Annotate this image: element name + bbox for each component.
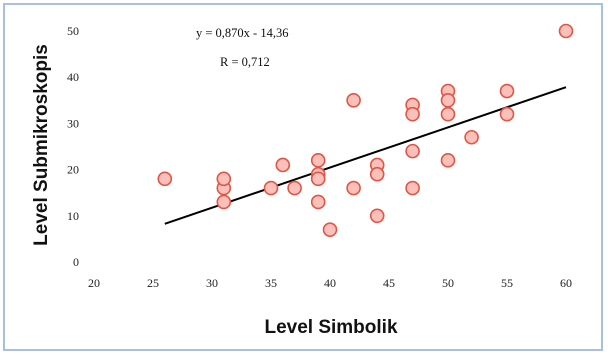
y-tick-label: 50 bbox=[67, 24, 79, 38]
equation-label: y = 0,870x - 14,36 bbox=[196, 26, 288, 40]
data-points bbox=[157, 23, 574, 237]
data-point bbox=[499, 106, 515, 122]
data-point bbox=[369, 208, 385, 224]
trendline bbox=[164, 86, 567, 225]
data-point bbox=[275, 157, 291, 173]
y-tick-label: 30 bbox=[67, 116, 79, 130]
y-tick-label: 40 bbox=[67, 70, 79, 84]
data-point bbox=[464, 129, 479, 145]
x-axis-title: Level Simbolik bbox=[264, 317, 397, 338]
x-tick-label: 50 bbox=[442, 276, 454, 290]
x-tick-label: 35 bbox=[265, 276, 277, 290]
data-point bbox=[310, 153, 326, 168]
data-point bbox=[310, 194, 326, 210]
x-tick-label: 30 bbox=[206, 276, 218, 290]
r-value-label: R = 0,712 bbox=[220, 55, 270, 69]
y-tick-label: 0 bbox=[73, 255, 79, 269]
data-point bbox=[157, 171, 173, 187]
data-point bbox=[440, 153, 456, 168]
x-tick-label: 55 bbox=[501, 276, 513, 290]
data-point bbox=[440, 93, 456, 108]
y-axis-title: Level Submikroskopis bbox=[31, 44, 52, 246]
x-tick-label: 45 bbox=[383, 276, 395, 290]
x-tick-label: 40 bbox=[324, 276, 336, 290]
data-point bbox=[346, 93, 361, 108]
y-axis-ticks: 0 10 20 30 40 50 bbox=[67, 24, 79, 269]
data-point bbox=[369, 166, 385, 182]
y-tick-label: 10 bbox=[67, 209, 79, 223]
x-axis-ticks: 20 25 30 35 40 45 50 55 60 bbox=[88, 276, 572, 290]
data-point bbox=[440, 106, 456, 122]
data-point bbox=[216, 194, 232, 210]
y-tick-label: 20 bbox=[67, 163, 79, 177]
data-point bbox=[346, 180, 361, 196]
data-point bbox=[405, 180, 420, 196]
data-point bbox=[499, 83, 515, 99]
x-tick-label: 25 bbox=[147, 276, 159, 290]
x-tick-label: 20 bbox=[88, 276, 100, 290]
data-point bbox=[322, 222, 338, 237]
data-point bbox=[287, 180, 302, 196]
x-tick-label: 60 bbox=[560, 276, 572, 290]
data-point bbox=[263, 180, 279, 196]
data-point bbox=[558, 23, 574, 39]
data-point bbox=[216, 171, 232, 187]
data-point bbox=[405, 143, 420, 159]
data-point bbox=[310, 171, 326, 187]
data-point bbox=[405, 106, 420, 122]
